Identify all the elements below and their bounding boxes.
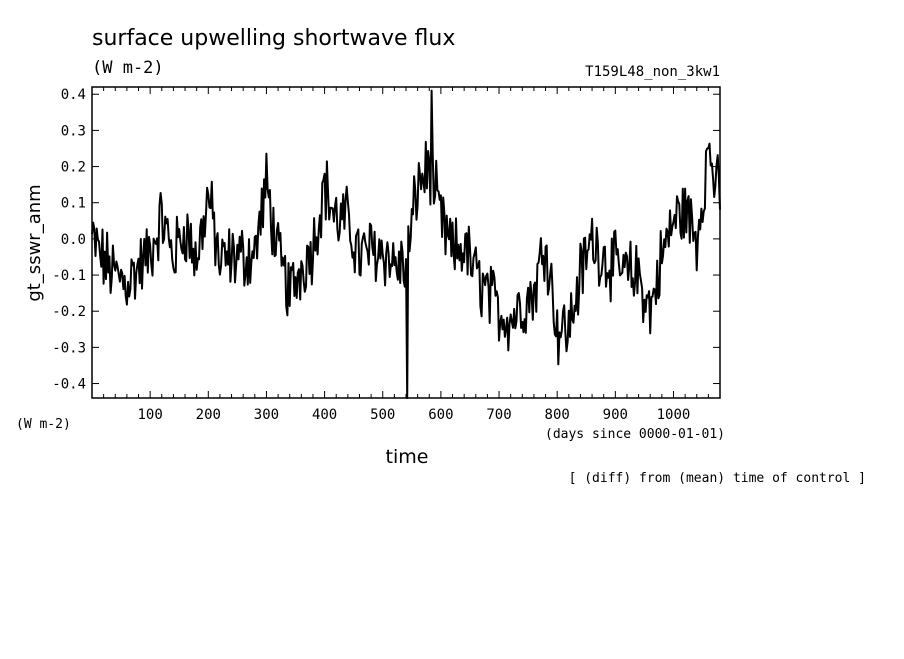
x-tick-label: 700 bbox=[486, 407, 511, 423]
y-tick-label: -0.1 bbox=[52, 268, 86, 284]
x-tick-label: 200 bbox=[196, 407, 221, 423]
x-tick-label: 500 bbox=[370, 407, 395, 423]
chart-units: (W m-2) bbox=[92, 58, 164, 78]
y-tick-label: -0.4 bbox=[52, 377, 86, 393]
run-name: T159L48_non_3kw1 bbox=[585, 64, 720, 80]
y-tick-label: 0.0 bbox=[61, 232, 86, 248]
x-tick-label: 900 bbox=[603, 407, 628, 423]
y-tick-label: -0.2 bbox=[52, 304, 86, 320]
series-group bbox=[91, 89, 721, 399]
y-axis-label: gt_sswr_anm bbox=[24, 184, 45, 301]
y-tick-label: 0.2 bbox=[61, 160, 86, 176]
y-tick-label: 0.1 bbox=[61, 196, 86, 212]
x-axis-units: (days since 0000-01-01) bbox=[545, 427, 725, 442]
x-tick-label: 600 bbox=[428, 407, 453, 423]
y-tick-label: 0.4 bbox=[61, 87, 86, 103]
x-tick-label: 1000 bbox=[657, 407, 691, 423]
x-tick-label: 800 bbox=[545, 407, 570, 423]
x-tick-label: 400 bbox=[312, 407, 337, 423]
x-axis: 100 200 300 400 500 600 700 800 900 1000 bbox=[103, 87, 709, 423]
x-tick-label: 100 bbox=[137, 407, 162, 423]
x-axis-label: time bbox=[386, 446, 429, 468]
y-tick-label: -0.3 bbox=[52, 340, 86, 356]
series-line bbox=[91, 89, 721, 399]
x-tick-label: 300 bbox=[254, 407, 279, 423]
y-axis: 0.4 0.3 0.2 0.1 0.0 -0.1 -0.2 -0.3 -0.4 bbox=[52, 87, 720, 393]
chart-title: surface upwelling shortwave flux bbox=[92, 26, 455, 51]
y-tick-label: 0.3 bbox=[61, 123, 86, 139]
comparison-note: [ (diff) from (mean) time of control ] bbox=[569, 471, 866, 486]
y-axis-units: (W m-2) bbox=[16, 417, 71, 432]
